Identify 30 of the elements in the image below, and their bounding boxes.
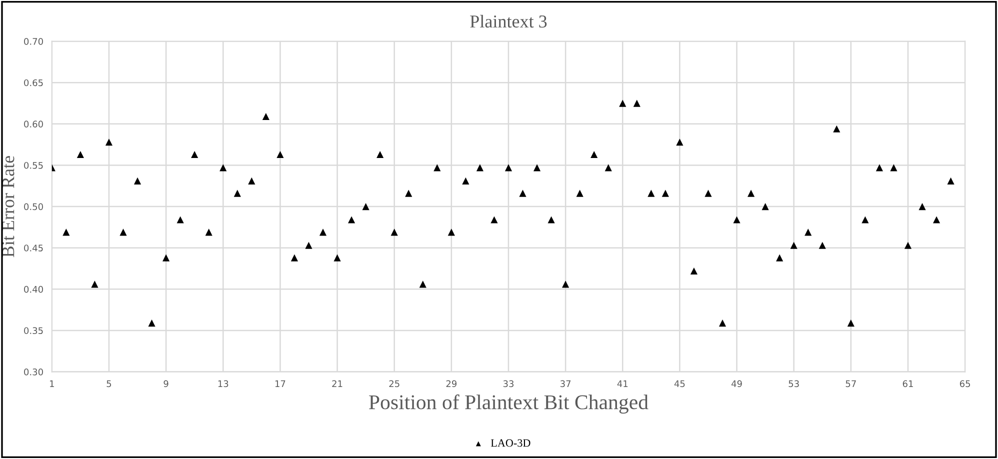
x-tick-label: 37 bbox=[560, 380, 571, 388]
y-tick-label: 0.50 bbox=[24, 203, 43, 210]
x-tick-label: 29 bbox=[446, 380, 457, 388]
legend-label: LAO-3D bbox=[490, 439, 530, 447]
y-tick-label: 0.45 bbox=[24, 244, 43, 252]
y-tick-label: 0.55 bbox=[24, 162, 43, 169]
y-tick-label: 0.35 bbox=[24, 327, 43, 334]
y-tick-label: 0.60 bbox=[24, 120, 43, 128]
x-tick-label: 1 bbox=[50, 380, 54, 387]
x-tick-label: 33 bbox=[503, 380, 514, 388]
y-tick-label: 0.70 bbox=[24, 38, 43, 45]
x-tick-label: 5 bbox=[106, 380, 112, 388]
y-tick-label: 0.30 bbox=[24, 368, 43, 376]
x-tick-label: 49 bbox=[731, 380, 742, 388]
x-tick-label: 13 bbox=[218, 380, 228, 388]
chart-title: Plaintext 3 bbox=[470, 14, 547, 28]
x-tick-label: 17 bbox=[275, 380, 286, 387]
x-tick-label: 45 bbox=[674, 380, 685, 388]
x-tick-label: 65 bbox=[960, 380, 970, 388]
x-tick-label: 21 bbox=[332, 380, 342, 387]
x-tick-label: 41 bbox=[617, 380, 628, 387]
x-tick-label: 57 bbox=[846, 380, 856, 388]
y-tick-label: 0.40 bbox=[24, 286, 43, 293]
x-tick-label: 61 bbox=[902, 380, 913, 388]
x-axis-title: Position of Plaintext Bit Changed bbox=[369, 394, 648, 414]
y-axis-title: Bit Error Rate bbox=[2, 156, 14, 258]
x-tick-label: 53 bbox=[788, 380, 799, 388]
x-tick-label: 9 bbox=[164, 380, 168, 388]
x-tick-label: 25 bbox=[389, 380, 400, 388]
y-tick-label: 0.65 bbox=[24, 79, 43, 86]
